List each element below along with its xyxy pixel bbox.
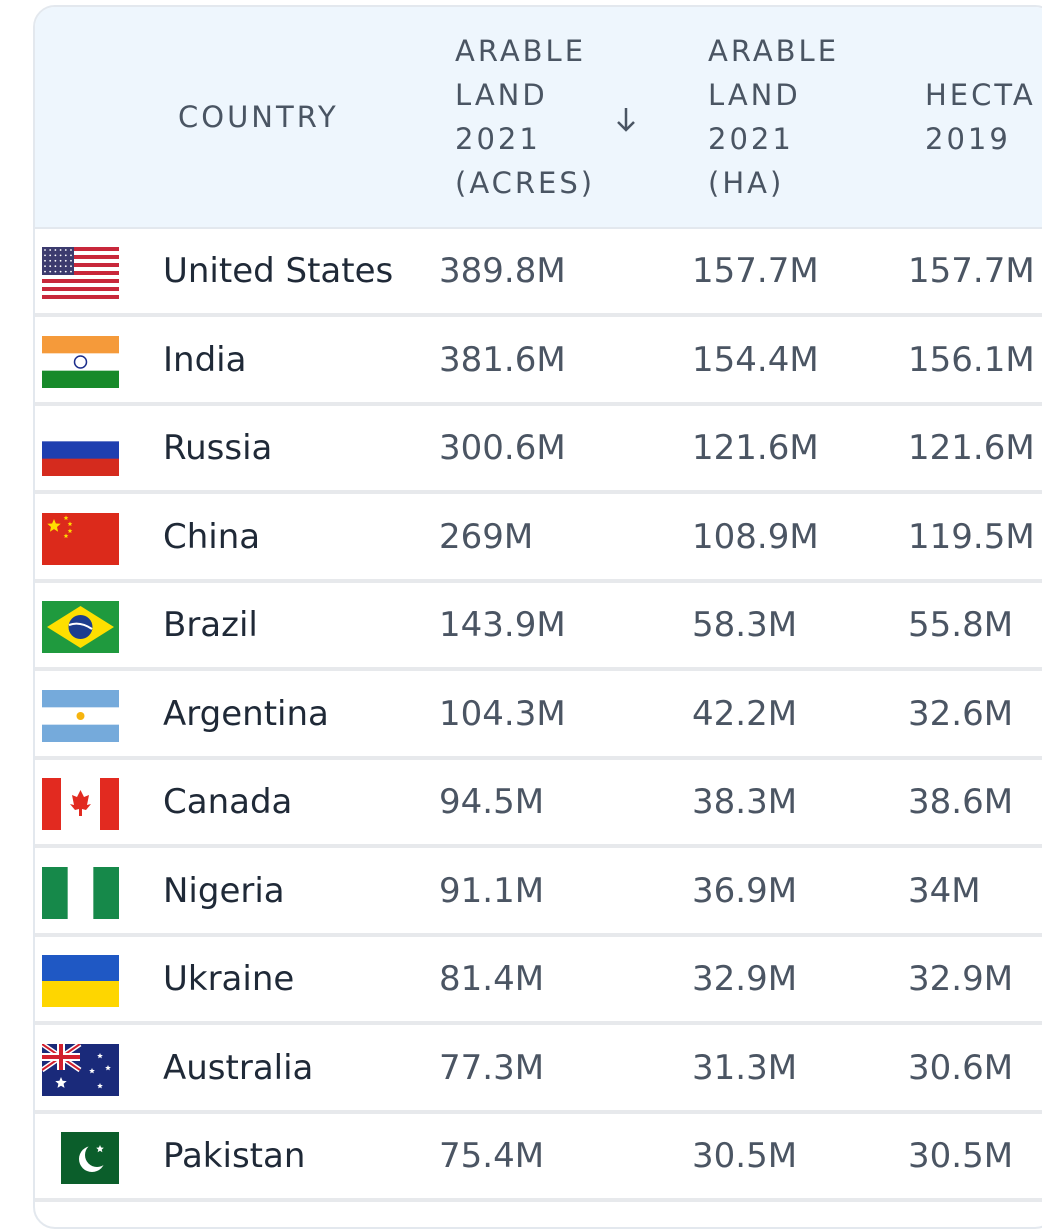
sort-arrow-icon[interactable] (615, 105, 637, 135)
value-cell: 58.3M (692, 605, 798, 645)
table-row[interactable]: Argentina 104.3M 42.2M 32.6M (35, 672, 1042, 760)
table-row[interactable]: Brazil 143.9M 58.3M 55.8M (35, 583, 1042, 671)
country-name: Australia (163, 1047, 314, 1088)
table-row[interactable]: Pakistan 75.4M 30.5M 30.5M (35, 1114, 1042, 1202)
value-cell: 38.3M (692, 782, 798, 822)
flag-icon (42, 335, 119, 388)
flag-icon (42, 689, 119, 742)
table-row[interactable]: Canada 94.5M 38.3M 38.6M (35, 760, 1042, 848)
value-cell: 36.9M (692, 870, 798, 911)
table-row[interactable]: Nigeria 91.1M 36.9M 34M (35, 849, 1042, 937)
country-name: Pakistan (163, 1136, 306, 1176)
flag-icon (42, 778, 119, 830)
country-name: Canada (163, 782, 293, 822)
value-cell: 94.5M (439, 782, 545, 822)
country-name: Russia (163, 428, 273, 468)
value-cell: 30.5M (692, 1136, 798, 1176)
value-cell: 389.8M (439, 251, 566, 291)
table-row[interactable]: China 269M 108.9M 119.5M (35, 495, 1042, 583)
country-name: Nigeria (163, 870, 285, 911)
value-cell: 119.5M (908, 516, 1035, 557)
value-cell: 154.4M (692, 339, 819, 380)
header-cell[interactable]: ARABLE LAND 2021 (ACRES) (455, 34, 596, 200)
country-name: United States (163, 251, 394, 291)
table-row[interactable]: Australia 77.3M 31.3M 30.6M (35, 1026, 1042, 1114)
value-cell: 156.1M (908, 339, 1035, 380)
flag-icon (42, 955, 119, 1007)
flag-icon (42, 601, 119, 653)
value-cell: 77.3M (439, 1047, 545, 1088)
value-cell: 157.7M (692, 251, 819, 291)
country-name: India (163, 339, 247, 380)
value-cell: 300.6M (439, 428, 566, 468)
value-cell: 381.6M (439, 339, 566, 380)
flag-icon (61, 1132, 119, 1184)
header-cell: COUNTRY (178, 100, 339, 134)
table-header: COUNTRY ARABLE LAND 2021 (ACRES) ARABLE … (35, 7, 1042, 229)
country-name: Argentina (163, 693, 329, 734)
value-cell: 121.6M (692, 428, 819, 468)
value-cell: 32.9M (908, 959, 1014, 999)
flag-icon (42, 247, 119, 299)
value-cell: 81.4M (439, 959, 545, 999)
value-cell: 269M (439, 516, 534, 557)
table: COUNTRY ARABLE LAND 2021 (ACRES) ARABLE … (33, 5, 1042, 1229)
header-cell[interactable]: ARABLE LAND 2021 (HA) (708, 34, 840, 200)
flag-icon (42, 512, 119, 565)
page: COUNTRY ARABLE LAND 2021 (ACRES) ARABLE … (33, 5, 1042, 1229)
value-cell: 55.8M (908, 605, 1014, 645)
value-cell: 104.3M (439, 693, 566, 734)
flag-icon (42, 1043, 119, 1096)
table-row[interactable]: United States 389.8M 157.7M 157.7M (35, 229, 1042, 317)
value-cell: 157.7M (908, 251, 1035, 291)
flag-icon (42, 866, 119, 919)
value-cell: 31.3M (692, 1047, 798, 1088)
country-name: China (163, 516, 261, 557)
value-cell: 91.1M (439, 870, 545, 911)
value-cell: 34M (908, 870, 981, 911)
country-name: Brazil (163, 605, 258, 645)
value-cell: 32.6M (908, 693, 1014, 734)
value-cell: 30.6M (908, 1047, 1014, 1088)
value-cell: 32.9M (692, 959, 798, 999)
country-name: Ukraine (163, 959, 295, 999)
table-row[interactable]: Russia 300.6M 121.6M 121.6M (35, 406, 1042, 494)
header-cell[interactable]: HECTA 2019 (925, 78, 1035, 156)
value-cell: 30.5M (908, 1136, 1014, 1176)
value-cell: 143.9M (439, 605, 566, 645)
table-row[interactable]: India 381.6M 154.4M 156.1M (35, 318, 1042, 406)
table-row[interactable]: Ukraine 81.4M 32.9M 32.9M (35, 937, 1042, 1025)
value-cell: 75.4M (439, 1136, 545, 1176)
value-cell: 108.9M (692, 516, 819, 557)
value-cell: 121.6M (908, 428, 1035, 468)
value-cell: 42.2M (692, 693, 798, 734)
flag-icon (42, 424, 119, 476)
value-cell: 38.6M (908, 782, 1014, 822)
